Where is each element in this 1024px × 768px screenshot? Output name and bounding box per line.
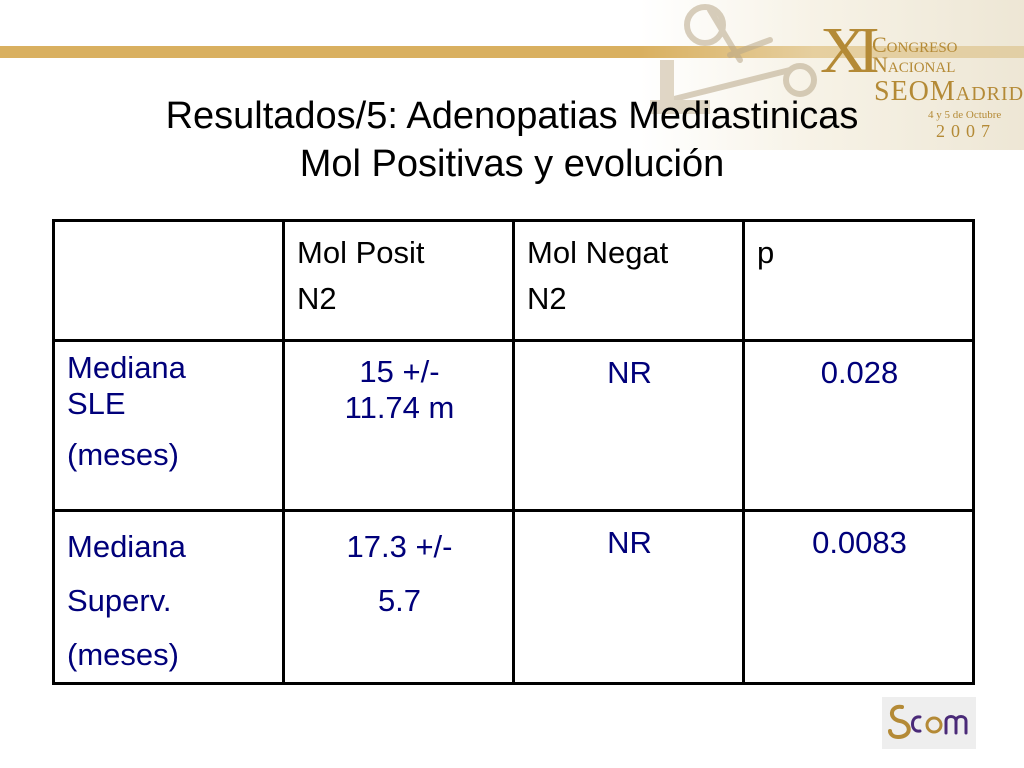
banner-background bbox=[640, 0, 1024, 150]
mol-negat-cell: NR bbox=[512, 509, 745, 685]
results-table: Mol Posit N2 Mol Negat N2 p Mediana SLE … bbox=[52, 219, 975, 685]
table-row: Mediana Superv. (meses) 17.3 +/- 5.7 NR … bbox=[52, 509, 975, 685]
congress-logo: XI Congreso Nacional SEOMadrid 4 y 5 de … bbox=[818, 18, 1023, 148]
mol-posit-cell: 15 +/- 11.74 m bbox=[282, 339, 515, 512]
table-header-row: Mol Posit N2 Mol Negat N2 p bbox=[52, 219, 975, 342]
row-label-cell: Mediana SLE (meses) bbox=[52, 339, 285, 512]
header-cell-mol-posit: Mol Posit N2 bbox=[282, 219, 515, 342]
table-row: Mediana SLE (meses) 15 +/- 11.74 m NR 0.… bbox=[52, 339, 975, 512]
row-label-text: (meses) bbox=[67, 637, 179, 672]
congress-numeral: XI bbox=[820, 14, 880, 87]
row-label-text: Mediana bbox=[67, 350, 186, 385]
slide-title: Resultados/5: Adenopatias Mediastinicas … bbox=[0, 92, 1024, 188]
p-value-cell: 0.028 bbox=[742, 339, 975, 512]
header-text: N2 bbox=[297, 281, 337, 316]
header-cell-empty bbox=[52, 219, 285, 342]
header-cell-p: p bbox=[742, 219, 975, 342]
mol-negat-cell: NR bbox=[512, 339, 745, 512]
value-text: 5.7 bbox=[377, 583, 422, 618]
congress-year: 2007 bbox=[936, 121, 996, 141]
header-text: p bbox=[757, 235, 775, 270]
header-text: Mol Negat bbox=[527, 235, 669, 270]
header-text: Mol Posit bbox=[297, 235, 425, 270]
seom-logo-icon bbox=[882, 697, 976, 749]
value-text: 11.74 m bbox=[344, 390, 455, 425]
p-value-cell: 0.0083 bbox=[742, 509, 975, 685]
congress-dates: 4 y 5 de Octubre bbox=[928, 109, 1002, 121]
header-cell-mol-negat: Mol Negat N2 bbox=[512, 219, 745, 342]
row-label-text: Mediana bbox=[67, 529, 186, 564]
slide-title-line-1: Resultados/5: Adenopatias Mediastinicas bbox=[165, 95, 859, 137]
slide-title-line-2: Mol Positivas y evolución bbox=[299, 143, 725, 185]
congress-line-3: SEOMadrid bbox=[874, 76, 1024, 107]
row-label-cell: Mediana Superv. (meses) bbox=[52, 509, 285, 685]
mol-posit-cell: 17.3 +/- 5.7 bbox=[282, 509, 515, 685]
row-label-text: Superv. bbox=[67, 583, 172, 618]
congress-line-2: Nacional bbox=[872, 52, 956, 77]
value-text: 17.3 +/- bbox=[346, 529, 453, 564]
microscope-banner-icon bbox=[650, 4, 817, 114]
row-label-text: SLE bbox=[67, 386, 126, 421]
congress-line-1: Congreso bbox=[872, 32, 958, 57]
header-text: N2 bbox=[527, 281, 567, 316]
row-label-text: (meses) bbox=[67, 437, 179, 472]
value-text: 15 +/- bbox=[359, 354, 440, 389]
